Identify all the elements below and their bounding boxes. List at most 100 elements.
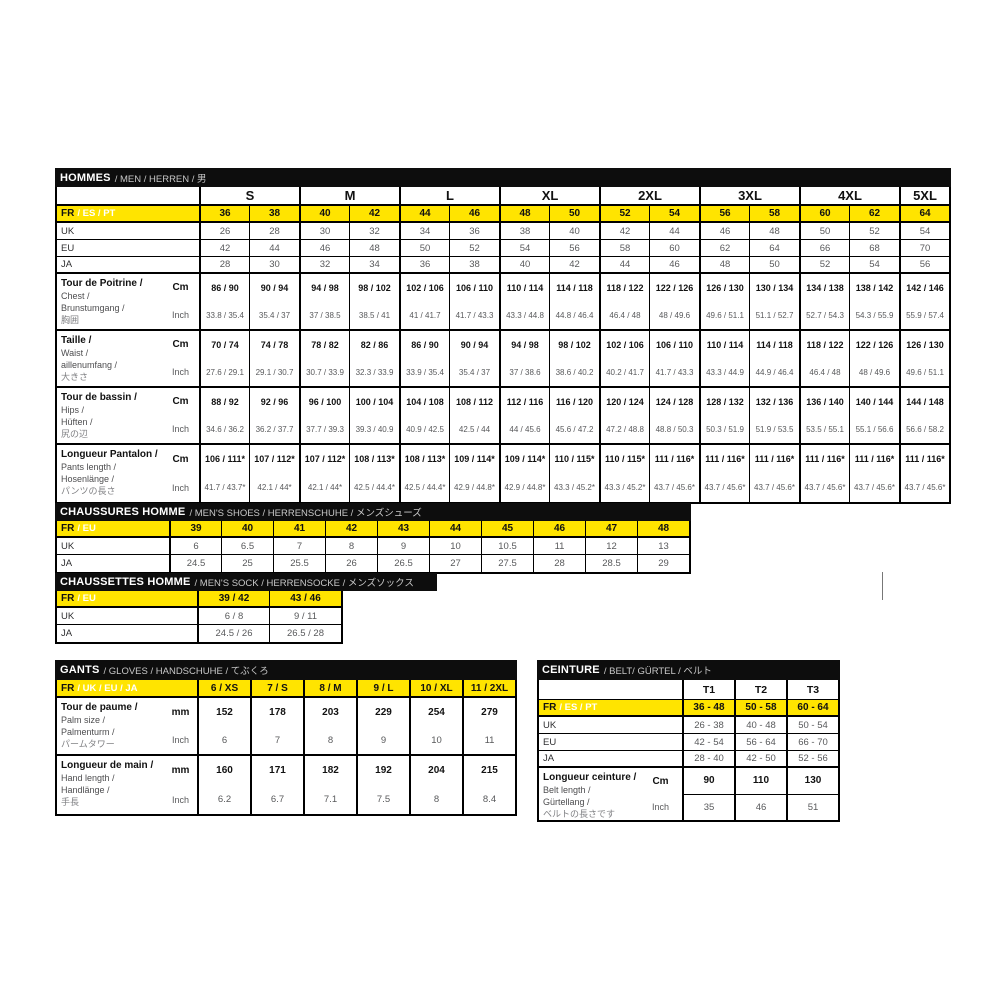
region-label-secondary: / EU <box>77 593 96 604</box>
region-row-label: UK <box>61 610 75 622</box>
size-value-cell: 42 <box>549 257 599 272</box>
value-bottom: 44.9 / 46.4 <box>755 367 794 377</box>
measure-value-cell: 86 / 90 33.8 / 35.4 <box>199 274 249 329</box>
value-top: 106 / 110 <box>455 282 494 293</box>
unit-label-cell: Cm Inch <box>162 445 199 502</box>
measure-label-line: パンツの長さ <box>61 486 116 496</box>
size-value-cell: 43 / 46 <box>269 591 341 606</box>
value-top: 152 <box>216 706 233 718</box>
measure-label-line: 胸囲 <box>61 315 80 325</box>
value-top: 107 / 112* <box>304 454 346 465</box>
section-title-bar: GANTS / GLOVES / HANDSCHUHE / てぶくろ <box>55 660 517 680</box>
measure-label-line: aillenumfang / <box>61 360 118 370</box>
measure-label-line: Brunstumgang / <box>61 303 125 313</box>
value-bottom: 32.3 / 33.9 <box>355 367 394 377</box>
region-label-secondary: / EU <box>77 523 96 534</box>
table-row: Tour de bassin / Hips / Hüften / 尻の辺 Cm Inch 8… <box>57 388 949 445</box>
measure-value-cell: 94 / 98 37 / 38.6 <box>499 331 549 386</box>
size-table: S M L XL 2XL 3XL 4XL 5XL FR / ES / PT 36 38 40 42 44 46… <box>55 187 951 504</box>
size-value-cell: 52 <box>849 223 899 239</box>
size-group-header: 3XL <box>699 187 799 204</box>
size-value-cell: 40 <box>221 521 273 536</box>
value-bottom: 42.9 / 44.8* <box>454 483 495 493</box>
measure-value-cell: 279 11 <box>462 698 515 754</box>
value-bottom: 55.9 / 57.4 <box>906 310 944 320</box>
size-value-cell: 10 <box>429 538 481 554</box>
size-value-cell: 56 <box>699 206 749 221</box>
measure-label-cell: Tour de bassin / Hips / Hüften / 尻の辺 <box>57 388 162 443</box>
value-bottom: 48 / 49.6 <box>858 367 891 377</box>
size-value-cell: 27 <box>429 555 481 572</box>
measure-value-cell: 100 / 104 39.3 / 40.9 <box>349 388 399 443</box>
size-table: T1 T2 T3 FR / ES / PT 36 - 48 50 - 58 60 - 64 UK… <box>537 680 840 822</box>
unit-top: Cm <box>172 453 189 465</box>
measure-value-cell: 82 / 86 32.3 / 33.9 <box>349 331 399 386</box>
size-value-cell: 7 / S <box>250 680 303 696</box>
value-top: 98 / 102 <box>358 282 391 293</box>
corner-spacer <box>539 680 682 699</box>
measure-value-cell: 122 / 126 48 / 49.6 <box>849 331 899 386</box>
size-value-cell: 66 <box>799 240 849 256</box>
measure-label-line: Chest / <box>61 291 90 301</box>
measure-value-cell: 136 / 140 53.5 / 55.1 <box>799 388 849 443</box>
value-top: 132 / 136 <box>755 396 794 407</box>
value-bottom: 49.6 / 51.1 <box>706 310 744 320</box>
size-value-cell: 56 - 64 <box>734 734 786 750</box>
value-top: 114 / 118 <box>556 282 593 293</box>
measure-value-cell: 122 / 126 48 / 49.6 <box>649 274 699 329</box>
size-group-header: XL <box>499 187 599 204</box>
value-top: 111 / 116* <box>705 454 745 465</box>
value-bottom: 55.1 / 56.6 <box>855 424 894 434</box>
measure-value-cell: 229 9 <box>356 698 409 754</box>
size-value-cell: 6 / 8 <box>197 608 269 624</box>
value-bottom: 54.3 / 55.9 <box>855 310 894 320</box>
size-value-cell: 42 <box>325 521 377 536</box>
value-top: 86 / 90 <box>211 282 239 293</box>
table-row: UK 6 6.5 7 8 9 10 10.5 11 12 13 <box>57 538 689 555</box>
size-value-cell: 38 <box>449 257 499 272</box>
measure-value-cell: 126 / 130 49.6 / 51.1 <box>899 331 949 386</box>
value-top: 111 / 116* <box>905 454 945 465</box>
value-top: 144 / 148 <box>906 396 944 407</box>
size-value-cell: 6 / XS <box>197 680 250 696</box>
value-top: 96 / 100 <box>308 396 342 407</box>
value-bottom: 9 <box>380 734 387 746</box>
size-value-cell: 62 <box>699 240 749 256</box>
size-value-cell: 8 <box>325 538 377 554</box>
value-bottom: 41.7 / 43.3 <box>455 310 494 320</box>
unit-top: Cm <box>172 396 189 408</box>
value-top: 90 <box>684 768 734 795</box>
measure-value-cell: 118 / 122 46.4 / 48 <box>599 274 649 329</box>
measure-value-cell: 160 6.2 <box>197 756 250 814</box>
size-value-cell: 44 <box>429 521 481 536</box>
size-value-cell: 13 <box>637 538 689 554</box>
value-top: 102 / 106 <box>606 339 644 350</box>
measure-value-cell: 152 6 <box>197 698 250 754</box>
size-value-cell: 32 <box>299 257 349 272</box>
measure-value-cell: 112 / 116 44 / 45.6 <box>499 388 549 443</box>
unit-bottom: Inch <box>171 424 189 435</box>
section-subtitle: / MEN / HERREN / 男 <box>114 173 207 185</box>
measure-value-cell: 111 / 116* 43.7 / 45.6* <box>899 445 949 502</box>
region-label-secondary: / ES / PT <box>559 702 598 713</box>
measure-value-cell: 104 / 108 40.9 / 42.5 <box>399 388 449 443</box>
unit-bottom: Inch <box>651 802 669 812</box>
section-title-bar: CHAUSSURES HOMME / MEN'S SHOES / HERRENSC… <box>55 503 691 521</box>
size-value-cell: 46 <box>449 206 499 221</box>
value-bottom: 46.4 / 48 <box>809 367 841 377</box>
measure-value-cell: 108 / 112 42.5 / 44 <box>449 388 499 443</box>
value-top: 142 / 146 <box>906 282 944 293</box>
value-top: 215 <box>481 765 498 776</box>
value-bottom: 45.6 / 47.2 <box>555 424 594 434</box>
value-top: 130 <box>788 768 838 795</box>
value-bottom: 51 <box>807 801 819 813</box>
size-value-cell: 10 / XL <box>409 680 462 696</box>
size-value-cell: 60 - 64 <box>786 700 838 715</box>
value-bottom: 10 <box>431 734 442 746</box>
size-value-cell: 48 <box>349 240 399 256</box>
value-bottom: 40.9 / 42.5 <box>406 424 444 434</box>
unit-top: Cm <box>652 775 669 787</box>
unit-bottom: Inch <box>171 310 189 321</box>
